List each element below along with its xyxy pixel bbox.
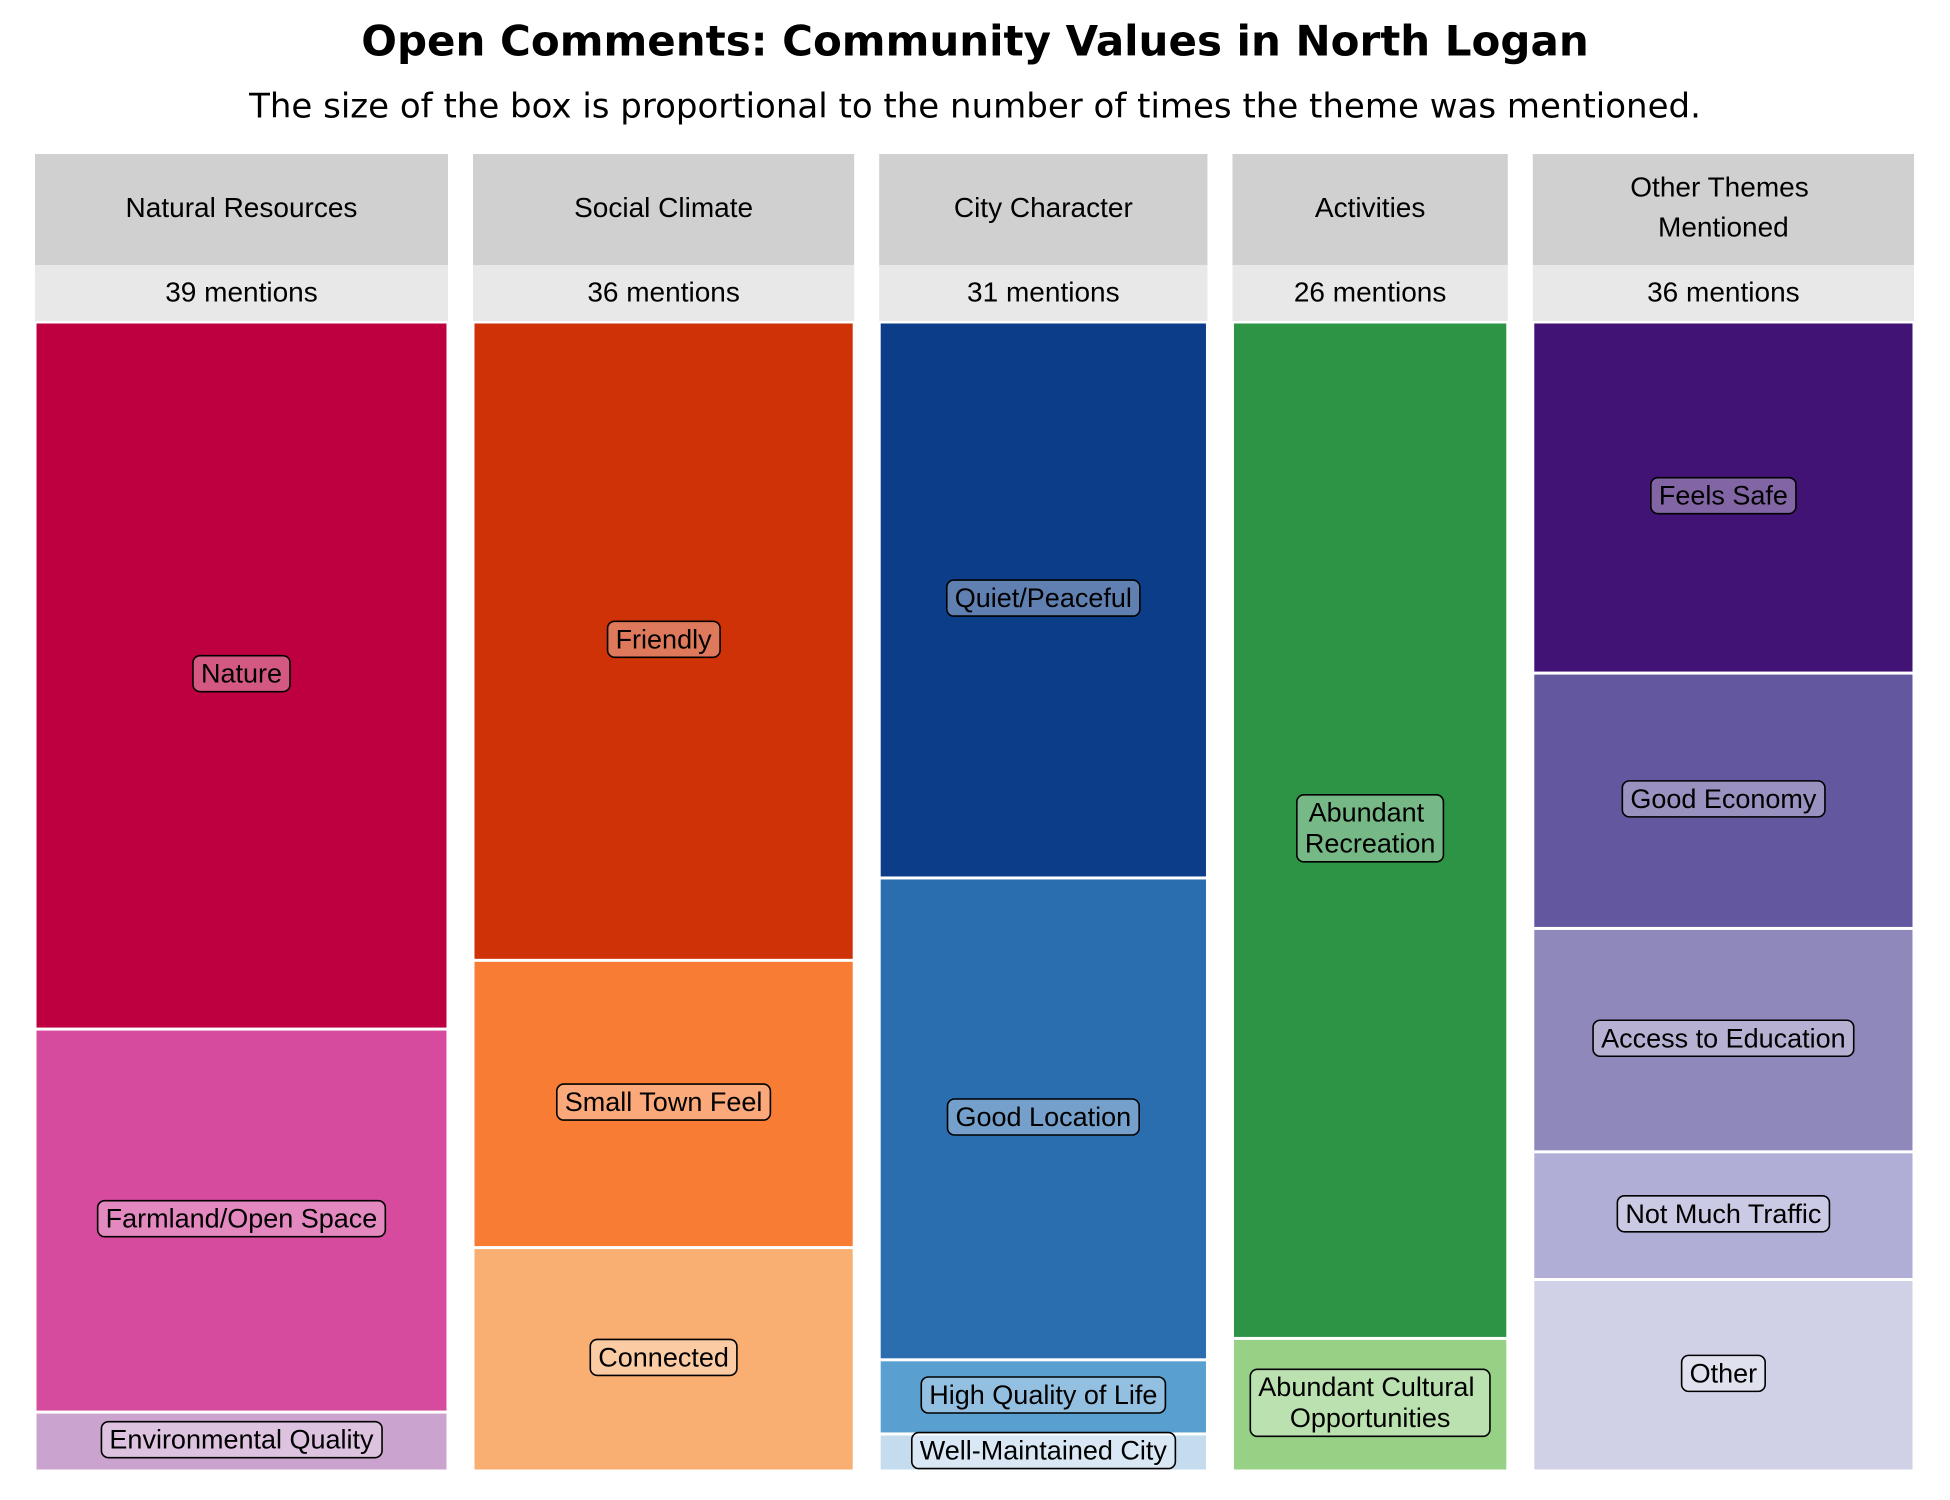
mentions-label: 36 mentions bbox=[587, 276, 740, 307]
segment-name: Good Economy bbox=[1630, 784, 1817, 814]
segment bbox=[1534, 1281, 1913, 1470]
label-box bbox=[1296, 794, 1445, 863]
label-box bbox=[606, 620, 721, 659]
segment-label: Abundant Cultural Opportunities bbox=[1249, 1368, 1491, 1438]
segment-label: Well-Maintained City bbox=[910, 1431, 1177, 1470]
facet-label: Social Climate bbox=[574, 192, 753, 223]
segment-label: Small Town Feel bbox=[555, 1083, 772, 1121]
label-box bbox=[946, 1098, 1140, 1136]
segment-label: Abundant Recreation bbox=[1296, 794, 1445, 863]
segment bbox=[1534, 674, 1913, 927]
chart-subtitle: The size of the box is proportional to t… bbox=[248, 87, 1701, 127]
mentions-band bbox=[35, 265, 448, 321]
segment-label: Access to Education bbox=[1592, 1019, 1855, 1058]
segment-name: Abundant Cultural Opportunities bbox=[1258, 1372, 1482, 1433]
mentions-label: 26 mentions bbox=[1294, 276, 1447, 307]
segment bbox=[1534, 1153, 1913, 1278]
segment-label: Nature bbox=[192, 654, 291, 693]
segment-name: Quiet/Peaceful bbox=[955, 583, 1132, 613]
segment bbox=[1534, 929, 1913, 1151]
facet-label: Activities bbox=[1315, 192, 1425, 223]
segment-label: Friendly bbox=[606, 620, 721, 659]
segment-name: Farmland/Open Space bbox=[106, 1204, 378, 1234]
label-box bbox=[1616, 1194, 1831, 1233]
facet-header bbox=[35, 154, 448, 265]
facet-header bbox=[1232, 154, 1508, 265]
segment-name: Access to Education bbox=[1601, 1023, 1846, 1053]
mentions-band bbox=[879, 265, 1208, 321]
mentions-band bbox=[1532, 265, 1914, 321]
label-box bbox=[1650, 476, 1797, 515]
label-box bbox=[589, 1338, 738, 1377]
segment-label: Farmland/Open Space bbox=[96, 1199, 387, 1238]
mentions-label: 36 mentions bbox=[1647, 276, 1800, 307]
segment bbox=[1233, 1339, 1507, 1470]
segment bbox=[474, 323, 853, 959]
segment-name: Abundant Recreation bbox=[1305, 798, 1436, 859]
facet-header bbox=[1532, 154, 1914, 265]
segment bbox=[474, 961, 853, 1247]
label-box bbox=[1249, 1368, 1491, 1438]
segment-name: Good Location bbox=[956, 1102, 1132, 1132]
chart-title: Open Comments: Community Values in North… bbox=[361, 17, 1588, 66]
mentions-band bbox=[1232, 265, 1508, 321]
segment bbox=[880, 1361, 1206, 1433]
label-box bbox=[192, 654, 291, 693]
segment bbox=[474, 1249, 853, 1470]
segment-label: Environmental Quality bbox=[100, 1420, 383, 1459]
facet-header bbox=[879, 154, 1208, 265]
segment-label: High Quality of Life bbox=[920, 1376, 1167, 1414]
facet-header bbox=[472, 154, 855, 265]
label-box bbox=[1592, 1019, 1855, 1058]
segment-label: Good Economy bbox=[1621, 780, 1826, 818]
facet-label: City Character bbox=[954, 192, 1133, 223]
label-box bbox=[555, 1083, 772, 1121]
segment bbox=[36, 1030, 447, 1411]
label-box bbox=[945, 579, 1141, 617]
label-box bbox=[96, 1199, 387, 1238]
segment-label: Quiet/Peaceful bbox=[945, 579, 1141, 617]
segment-name: Small Town Feel bbox=[565, 1087, 763, 1117]
segment-label: Good Location bbox=[946, 1098, 1140, 1136]
mentions-band bbox=[472, 265, 855, 321]
label-box bbox=[910, 1431, 1177, 1470]
label-box bbox=[100, 1420, 383, 1459]
segment-name: Well-Maintained City bbox=[920, 1436, 1168, 1466]
segment-name: Nature bbox=[201, 659, 282, 689]
segment-label: Connected bbox=[589, 1338, 738, 1377]
segment-name: Environmental Quality bbox=[109, 1425, 374, 1455]
segment-name: Other bbox=[1690, 1358, 1758, 1388]
facet-label: Natural Resources bbox=[126, 192, 358, 223]
facet-label: Other Themes Mentioned bbox=[1630, 172, 1816, 243]
segment-name: Not Much Traffic bbox=[1625, 1199, 1821, 1229]
label-box bbox=[1621, 780, 1826, 818]
mentions-label: 31 mentions bbox=[967, 276, 1120, 307]
segment-name: Friendly bbox=[616, 624, 713, 654]
segment-label: Other bbox=[1680, 1354, 1766, 1393]
label-box bbox=[1680, 1354, 1766, 1393]
segment-label: Feels Safe bbox=[1650, 476, 1797, 515]
segment-label: Not Much Traffic bbox=[1616, 1194, 1831, 1233]
segment-name: High Quality of Life bbox=[929, 1380, 1157, 1410]
label-box bbox=[920, 1376, 1167, 1414]
segment bbox=[36, 323, 447, 1028]
segment-name: Feels Safe bbox=[1659, 481, 1788, 511]
segment bbox=[880, 323, 1206, 877]
segment bbox=[1534, 323, 1913, 672]
segment bbox=[880, 879, 1206, 1359]
segment-name: Connected bbox=[598, 1342, 729, 1372]
segment bbox=[880, 1435, 1206, 1470]
mentions-label: 39 mentions bbox=[165, 276, 318, 307]
segment bbox=[1233, 323, 1507, 1337]
